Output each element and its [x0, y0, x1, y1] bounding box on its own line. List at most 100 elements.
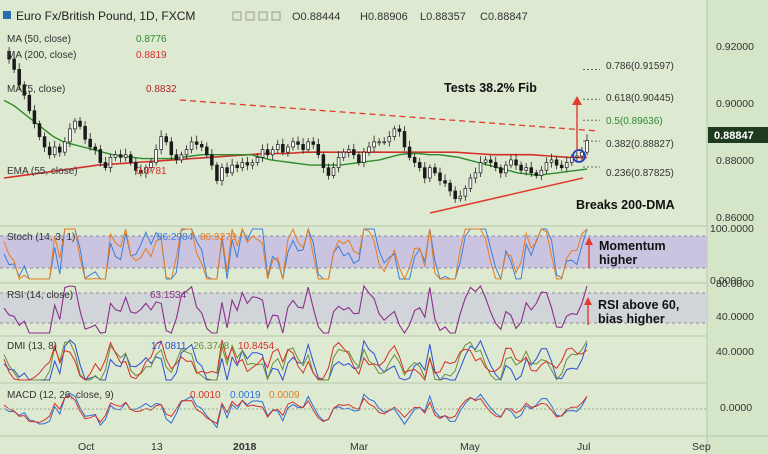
price-tick: 0.88000: [716, 155, 754, 167]
candle-body-down: [225, 167, 229, 174]
candle-body-down: [103, 162, 108, 169]
candle-body-up: [463, 188, 468, 197]
candle: [392, 125, 397, 141]
close-icon[interactable]: [258, 11, 268, 21]
time-axis[interactable]: Oct 13 2018 Mar May Jul Sep: [78, 441, 711, 453]
ma-legend-value: 0.8776: [136, 34, 167, 45]
candle-body-down: [412, 156, 417, 163]
candle-body-down: [245, 162, 250, 166]
candle: [174, 149, 179, 165]
stoch-d-line: [3, 227, 588, 281]
ma200-line: [3, 151, 588, 179]
rsi-line: [3, 284, 588, 335]
candle-body-up: [68, 128, 72, 143]
settings-icon[interactable]: [245, 11, 255, 21]
eye-icon[interactable]: [232, 11, 242, 21]
candle-body-down: [37, 123, 42, 137]
candle-body-down: [559, 164, 564, 169]
candle: [220, 163, 224, 186]
time-tick: Jul: [577, 441, 590, 453]
candle: [210, 149, 214, 170]
candle-body-up: [549, 159, 554, 163]
candle: [83, 121, 87, 144]
plot-background: [0, 0, 707, 454]
candle-body-down: [199, 144, 204, 148]
candle-body-up: [144, 167, 148, 174]
candle: [47, 141, 52, 159]
price-tick: 0.92000: [716, 41, 754, 53]
candle: [407, 140, 412, 161]
current-price-tag: [708, 127, 768, 143]
candle-body-down: [118, 154, 123, 158]
candle-body-down: [499, 167, 503, 174]
candle-body-down: [235, 164, 239, 169]
time-tick: Sep: [692, 441, 711, 453]
ohlc-low: L0.88357: [420, 11, 466, 23]
candle: [529, 161, 533, 177]
ma-legend-label: EMA (55, close): [7, 166, 78, 177]
candle: [346, 144, 351, 158]
candle: [113, 150, 118, 161]
collapse-icon[interactable]: [3, 11, 11, 19]
candle-body-down: [529, 167, 533, 174]
candle: [544, 157, 549, 174]
candle: [68, 123, 72, 147]
candle-body-up: [585, 140, 589, 153]
ma-legend-label: MA (200, close): [7, 50, 76, 61]
price-tick: 0.86000: [716, 212, 754, 224]
candle-body-down: [42, 136, 47, 148]
price-axis[interactable]: 0.92000 0.90000 0.88000 0.86000 0.88847: [708, 41, 768, 224]
candle-body-up: [276, 144, 280, 150]
candle: [225, 162, 229, 177]
candle: [559, 160, 564, 171]
candle: [357, 151, 361, 166]
candle: [42, 132, 47, 153]
candle: [230, 158, 234, 176]
chart-title: Euro Fx/British Pound, 1D, FXCM: [16, 9, 195, 23]
candle: [524, 163, 528, 176]
candle-body-up: [372, 141, 376, 148]
candle: [382, 137, 386, 145]
dmi-legend-label: DMI (13, 8): [7, 341, 57, 352]
candle: [580, 146, 584, 161]
ohlc-open: O0.88444: [292, 11, 340, 23]
candle: [549, 153, 554, 168]
candle-body-up: [367, 146, 371, 153]
candle: [235, 161, 239, 173]
candle-body-up: [73, 120, 77, 130]
candle: [194, 135, 199, 150]
time-tick: Mar: [350, 441, 369, 453]
stoch-axis-tick: 100.0000: [710, 223, 754, 235]
rsi-annotation-line1: RSI above 60,: [598, 298, 679, 312]
candle: [78, 116, 82, 130]
candle: [519, 161, 523, 174]
candle: [564, 156, 569, 173]
candle: [184, 145, 189, 160]
candle: [423, 161, 427, 184]
candle-body-down: [488, 159, 493, 163]
candle-body-up: [504, 164, 508, 174]
candle-body-up: [230, 164, 234, 174]
candle-body-down: [22, 84, 27, 96]
candle-body-down: [321, 154, 326, 169]
rsi-axis-tick: 40.0000: [716, 311, 754, 323]
candle-body-down: [27, 94, 32, 112]
fib-label-382: 0.382(0.88827): [606, 139, 674, 150]
candle-body-down: [265, 149, 270, 156]
candle: [326, 163, 331, 180]
candle: [453, 186, 457, 203]
candle-body-down: [352, 149, 356, 156]
candle: [499, 164, 503, 179]
more-icon[interactable]: [271, 11, 281, 21]
candle: [255, 153, 260, 166]
candle-body-down: [407, 146, 412, 158]
candle: [108, 154, 113, 173]
candle-body-down: [443, 180, 447, 184]
candle-body-down: [417, 162, 422, 169]
candle-body-down: [164, 136, 168, 143]
candle-body-down: [215, 164, 219, 181]
rsi-value: 63.1534: [150, 290, 187, 301]
stoch-value-d: 86.9278: [200, 232, 237, 243]
